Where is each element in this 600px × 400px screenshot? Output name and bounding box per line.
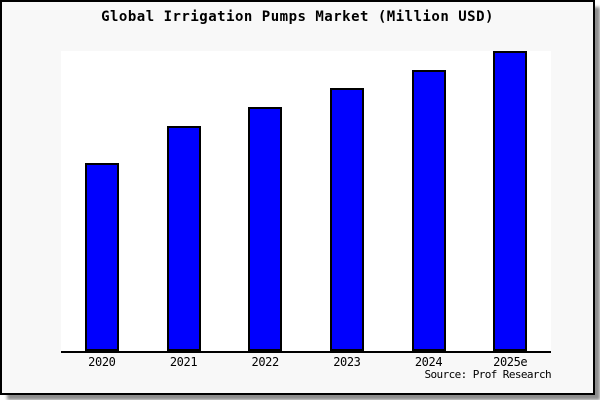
bar-slot-2020 — [61, 51, 143, 351]
x-tick-label-2021: 2021 — [169, 355, 198, 369]
chart-title: Global Irrigation Pumps Market (Million … — [101, 9, 494, 25]
x-axis-labels: 2020 2021 2022 2023 2024 2025e — [61, 355, 551, 370]
x-tick-label-2025e: 2025e — [493, 355, 528, 369]
bar-2024 — [411, 70, 446, 351]
bar-slot-2023 — [306, 51, 388, 351]
x-tick-label-2020: 2020 — [88, 355, 116, 369]
x-axis-line — [61, 351, 551, 353]
bar-slot-2021 — [143, 51, 225, 351]
bar-slot-2025e — [469, 51, 551, 351]
x-tick-label-2024: 2024 — [414, 355, 443, 369]
bar-2022 — [248, 106, 283, 351]
bar-2020 — [84, 162, 119, 351]
bar-2023 — [329, 88, 364, 351]
x-tick-label-2023: 2023 — [333, 355, 361, 369]
chart-card: Global Irrigation Pumps Market (Million … — [0, 0, 595, 395]
source-note: Source: Prof Research — [424, 368, 552, 381]
bar-2025e — [493, 51, 528, 351]
bar-slot-2022 — [224, 51, 306, 351]
plot-area — [61, 51, 551, 351]
bar-slot-2024 — [388, 51, 470, 351]
bar-2021 — [166, 125, 201, 351]
x-tick-label-2022: 2022 — [251, 355, 280, 369]
